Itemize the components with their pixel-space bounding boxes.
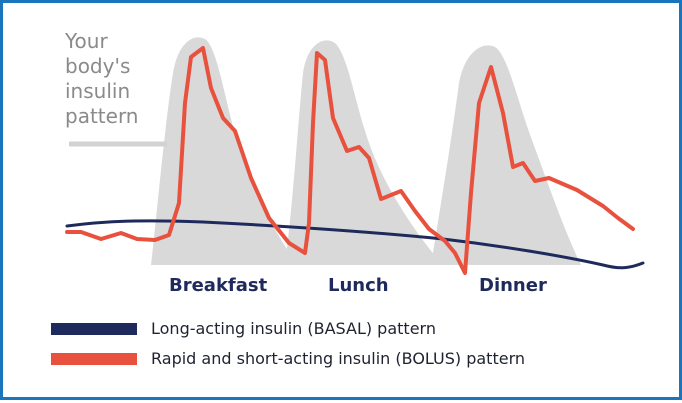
meal-label-lunch: Lunch bbox=[328, 275, 389, 296]
body-label-line-3: insulin bbox=[65, 79, 131, 103]
bolus-legend-label: Rapid and short-acting insulin (BOLUS) p… bbox=[151, 349, 526, 368]
basal-legend-swatch bbox=[51, 323, 137, 335]
basal-legend-label: Long-acting insulin (BASAL) pattern bbox=[151, 319, 436, 338]
body-label-line-2: body's bbox=[65, 54, 131, 78]
bolus-pattern-line bbox=[65, 46, 635, 275]
body-label-line-4: pattern bbox=[65, 104, 139, 128]
body-insulin-curve-dinner bbox=[431, 45, 581, 266]
insulin-pattern-diagram bbox=[65, 37, 645, 275]
bolus-legend-swatch bbox=[51, 353, 137, 365]
body-insulin-label: Your body's insulin pattern bbox=[65, 29, 175, 129]
meal-label-dinner: Dinner bbox=[479, 275, 547, 296]
meal-label-breakfast: Breakfast bbox=[169, 275, 268, 296]
basal-pattern-line bbox=[65, 219, 645, 270]
body-label-line-1: Your bbox=[65, 29, 108, 53]
